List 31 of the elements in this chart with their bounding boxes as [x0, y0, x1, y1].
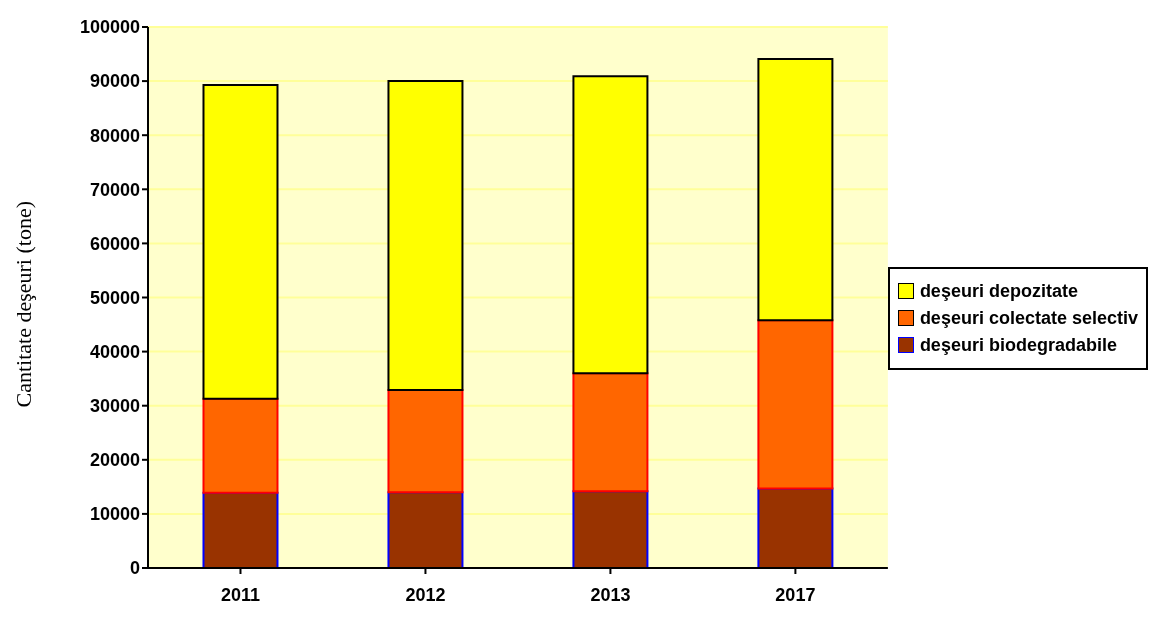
legend-label: deşeuri biodegradabile: [919, 334, 1117, 356]
y-axis-title: Cantitate deşeuri (tone): [10, 201, 36, 408]
y-tick-label: 90000: [89, 71, 140, 92]
bar: [202, 491, 279, 568]
bar: [572, 490, 649, 568]
bar: [572, 75, 649, 375]
legend-label: deşeuri colectate selectiv: [919, 307, 1138, 329]
y-tick-label: 30000: [89, 396, 140, 417]
y-tick-label: 40000: [89, 341, 140, 362]
bar: [387, 491, 464, 568]
bar: [387, 80, 464, 392]
y-tick-label: 10000: [89, 504, 140, 525]
y-tick-label: 50000: [89, 287, 140, 308]
x-tick-label: 2012: [405, 584, 446, 605]
x-tick-label: 2017: [775, 584, 816, 605]
legend-label: deşeuri depozitate: [919, 280, 1078, 302]
x-tick-label: 2011: [220, 584, 261, 605]
y-tick-label: 100000: [79, 17, 140, 38]
y-tick-label: 80000: [89, 125, 140, 146]
y-tick-label: 20000: [89, 450, 140, 471]
y-tick-label: 60000: [89, 233, 140, 254]
bar: [757, 487, 834, 568]
bar: [757, 319, 834, 490]
bar: [387, 389, 464, 494]
bar: [572, 372, 649, 493]
bar: [202, 397, 279, 494]
bar: [757, 57, 834, 322]
y-tick-label: 0: [129, 558, 140, 579]
y-tick-label: 70000: [89, 179, 140, 200]
x-tick-label: 2013: [590, 584, 631, 605]
bar: [202, 83, 279, 400]
